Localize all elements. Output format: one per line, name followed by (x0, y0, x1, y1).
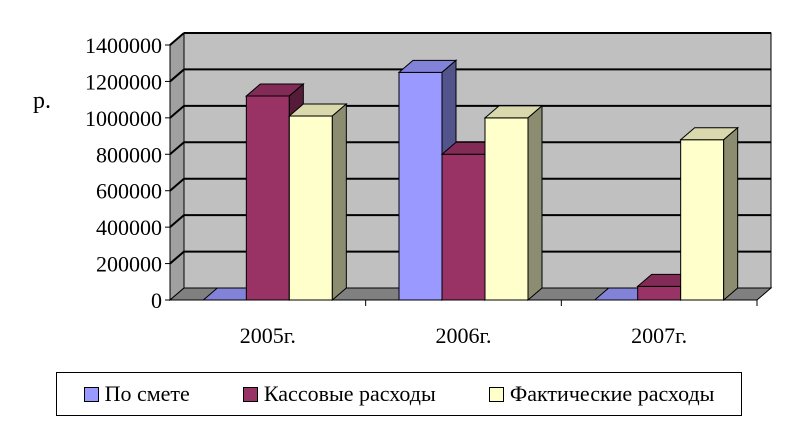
x-tick-label: 2005г. (240, 323, 296, 348)
x-tick-label: 2006г. (435, 323, 491, 348)
legend-label: Кассовые расходы (263, 381, 436, 406)
gridline-side (169, 68, 185, 83)
bar-front (245, 95, 290, 301)
bar-side (331, 102, 347, 302)
y-tick-label: 200000 (96, 252, 162, 277)
bars (201, 59, 740, 302)
y-tick-label: 1000000 (85, 106, 162, 131)
bar-side (527, 104, 543, 302)
bar (679, 126, 740, 302)
bar (483, 104, 544, 302)
bar-front (637, 285, 682, 301)
gridline-side (169, 141, 185, 156)
bar-front (680, 139, 725, 301)
legend: По смете Кассовые расходы Фактические расх… (56, 372, 742, 416)
gridline-side (169, 177, 185, 192)
bar (287, 102, 348, 302)
bar-front (288, 115, 333, 301)
legend-label: Фактические расходы (509, 381, 715, 406)
bar-front (398, 71, 443, 301)
gridline-side (169, 32, 185, 46)
bar-side (723, 126, 739, 302)
legend-label: По смете (104, 381, 190, 406)
y-tick-label: 1200000 (85, 69, 162, 94)
bar-front (484, 117, 529, 301)
x-tick-label: 2007г. (631, 323, 687, 348)
gridline-side (169, 214, 185, 228)
y-axis-label: р. (33, 88, 51, 114)
legend-item: Кассовые расходы (242, 381, 436, 407)
y-tick-label: 1400000 (85, 33, 162, 58)
legend-swatch (83, 386, 99, 402)
legend-item: По смете (83, 381, 190, 407)
x-axis-ticks: 2005г. 2006г. 2007г. (240, 300, 758, 348)
legend-swatch (488, 386, 504, 402)
bar-front (441, 153, 486, 301)
side-wall (169, 31, 185, 302)
gridline-side (169, 105, 185, 119)
y-tick-label: 600000 (96, 179, 162, 204)
legend-swatch (242, 386, 258, 402)
y-tick-label: 800000 (96, 142, 162, 167)
y-tick-label: 0 (151, 288, 162, 313)
y-axis-ticks: 0 200000 400000 600000 800000 1000000 1200000 1… (85, 33, 170, 313)
legend-item: Фактические расходы (488, 381, 715, 407)
y-tick-label: 400000 (96, 215, 162, 240)
gridline-side (169, 250, 185, 265)
